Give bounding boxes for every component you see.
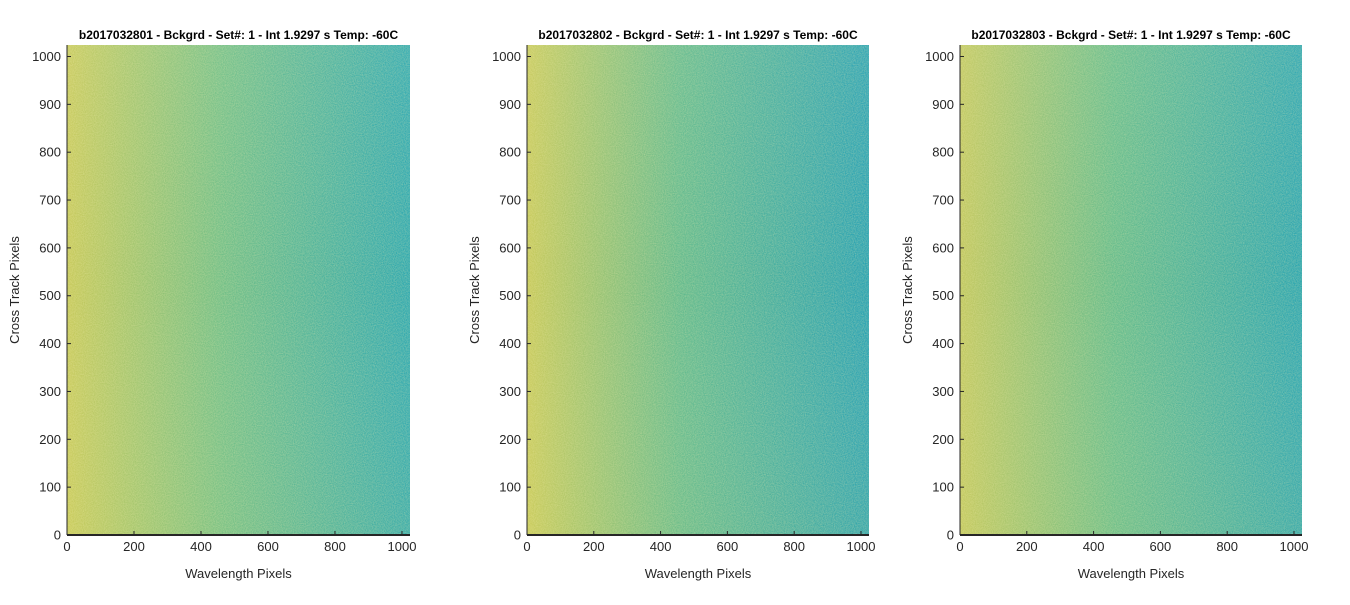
x-tick-label: 200 bbox=[123, 539, 145, 554]
y-tick-label: 100 bbox=[932, 480, 954, 495]
y-tick-label: 800 bbox=[499, 145, 521, 160]
y-tick-label: 0 bbox=[514, 528, 521, 543]
x-tick-label: 0 bbox=[956, 539, 963, 554]
y-tick-label: 1000 bbox=[492, 49, 521, 64]
x-tick-label: 600 bbox=[717, 539, 739, 554]
y-tick-label: 600 bbox=[39, 240, 61, 255]
x-tick-label: 600 bbox=[1150, 539, 1172, 554]
y-tick-label: 800 bbox=[932, 145, 954, 160]
y-tick-label: 100 bbox=[39, 480, 61, 495]
y-tick-label: 700 bbox=[39, 193, 61, 208]
y-tick-label: 600 bbox=[499, 240, 521, 255]
x-tick-label: 1000 bbox=[847, 539, 876, 554]
x-tick-label: 0 bbox=[63, 539, 70, 554]
heatmap-noise bbox=[67, 45, 410, 535]
y-tick-label: 500 bbox=[932, 288, 954, 303]
y-tick-label: 200 bbox=[39, 432, 61, 447]
y-tick-label: 300 bbox=[932, 384, 954, 399]
x-tick-label: 1000 bbox=[1280, 539, 1309, 554]
y-tick-label: 300 bbox=[39, 384, 61, 399]
chart-title: b2017032801 - Bckgrd - Set#: 1 - Int 1.9… bbox=[79, 28, 399, 42]
x-axis-label: Wavelength Pixels bbox=[185, 566, 292, 581]
x-tick-label: 0 bbox=[523, 539, 530, 554]
y-tick-label: 0 bbox=[54, 528, 61, 543]
x-axis-label: Wavelength Pixels bbox=[1078, 566, 1185, 581]
x-tick-label: 1000 bbox=[388, 539, 417, 554]
y-tick-label: 300 bbox=[499, 384, 521, 399]
heatmap-noise bbox=[527, 45, 869, 535]
chart-title: b2017032803 - Bckgrd - Set#: 1 - Int 1.9… bbox=[971, 28, 1291, 42]
y-tick-label: 200 bbox=[932, 432, 954, 447]
y-tick-label: 800 bbox=[39, 145, 61, 160]
x-axis-label: Wavelength Pixels bbox=[645, 566, 752, 581]
y-tick-label: 400 bbox=[499, 336, 521, 351]
chart-panel-3: b2017032803 - Bckgrd - Set#: 1 - Int 1.9… bbox=[900, 28, 1308, 581]
x-tick-label: 400 bbox=[1083, 539, 1105, 554]
y-tick-label: 500 bbox=[39, 288, 61, 303]
x-tick-label: 400 bbox=[650, 539, 672, 554]
x-tick-label: 200 bbox=[583, 539, 605, 554]
y-tick-label: 400 bbox=[39, 336, 61, 351]
x-tick-label: 600 bbox=[257, 539, 279, 554]
y-tick-label: 200 bbox=[499, 432, 521, 447]
y-tick-label: 700 bbox=[499, 193, 521, 208]
y-tick-label: 700 bbox=[932, 193, 954, 208]
y-axis-label: Cross Track Pixels bbox=[900, 236, 915, 344]
y-tick-label: 400 bbox=[932, 336, 954, 351]
y-tick-label: 900 bbox=[932, 97, 954, 112]
y-tick-label: 0 bbox=[947, 528, 954, 543]
y-tick-label: 100 bbox=[499, 480, 521, 495]
chart-panel-1: b2017032801 - Bckgrd - Set#: 1 - Int 1.9… bbox=[7, 28, 416, 581]
x-tick-label: 800 bbox=[324, 539, 346, 554]
x-tick-label: 200 bbox=[1016, 539, 1038, 554]
y-tick-label: 500 bbox=[499, 288, 521, 303]
y-tick-label: 1000 bbox=[925, 49, 954, 64]
heatmap-noise bbox=[960, 45, 1302, 535]
chart-title: b2017032802 - Bckgrd - Set#: 1 - Int 1.9… bbox=[538, 28, 858, 42]
y-tick-label: 600 bbox=[932, 240, 954, 255]
x-tick-label: 800 bbox=[783, 539, 805, 554]
y-tick-label: 1000 bbox=[32, 49, 61, 64]
y-axis-label: Cross Track Pixels bbox=[7, 236, 22, 344]
chart-panel-2: b2017032802 - Bckgrd - Set#: 1 - Int 1.9… bbox=[467, 28, 875, 581]
y-axis-label: Cross Track Pixels bbox=[467, 236, 482, 344]
x-tick-label: 800 bbox=[1216, 539, 1238, 554]
y-tick-label: 900 bbox=[39, 97, 61, 112]
x-tick-label: 400 bbox=[190, 539, 212, 554]
y-tick-label: 900 bbox=[499, 97, 521, 112]
